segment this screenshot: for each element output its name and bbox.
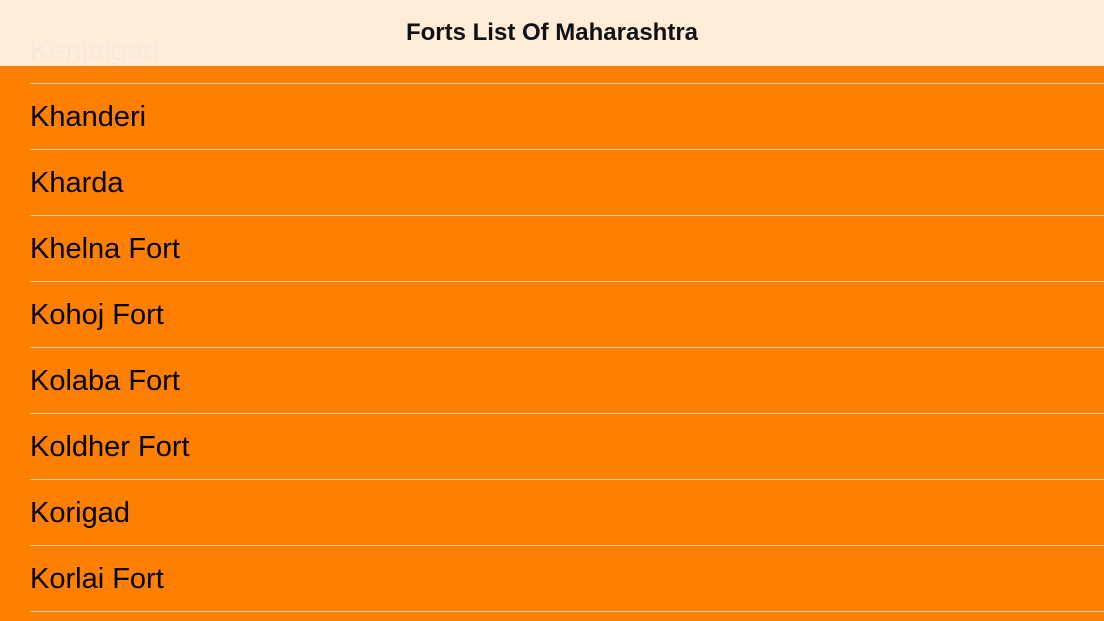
list-item[interactable]: Khanderi [0,84,1104,150]
navigation-bar: Forts List Of Maharashtra [0,0,1104,66]
list-item-label: Kharda [30,167,124,199]
list-item[interactable]: Korigad [0,480,1104,546]
list-item-label: Korigad [30,497,130,529]
list-item[interactable]: Kharda [0,150,1104,216]
list-item-label: Koldher Fort [30,431,190,463]
list-item[interactable]: Kolaba Fort [0,348,1104,414]
list-item-label: Kohoj Fort [30,299,164,331]
page-title: Forts List Of Maharashtra [405,19,699,46]
list-item-label: Khelna Fort [30,233,180,265]
list-item[interactable]: Kohoj Fort [0,282,1104,348]
list-item[interactable]: Koldher Fort [0,414,1104,480]
list-item-label: Korlai Fort [30,563,164,595]
list-item[interactable] [0,612,1104,621]
list-item-label: Khanderi [30,101,147,133]
list-item-label: Kolaba Fort [30,365,180,397]
forts-list[interactable]: Kenjalgad Khanderi Kharda Khelna Fort Ko… [0,18,1104,621]
list-item[interactable]: Korlai Fort [0,546,1104,612]
list-item[interactable]: Khelna Fort [0,216,1104,282]
